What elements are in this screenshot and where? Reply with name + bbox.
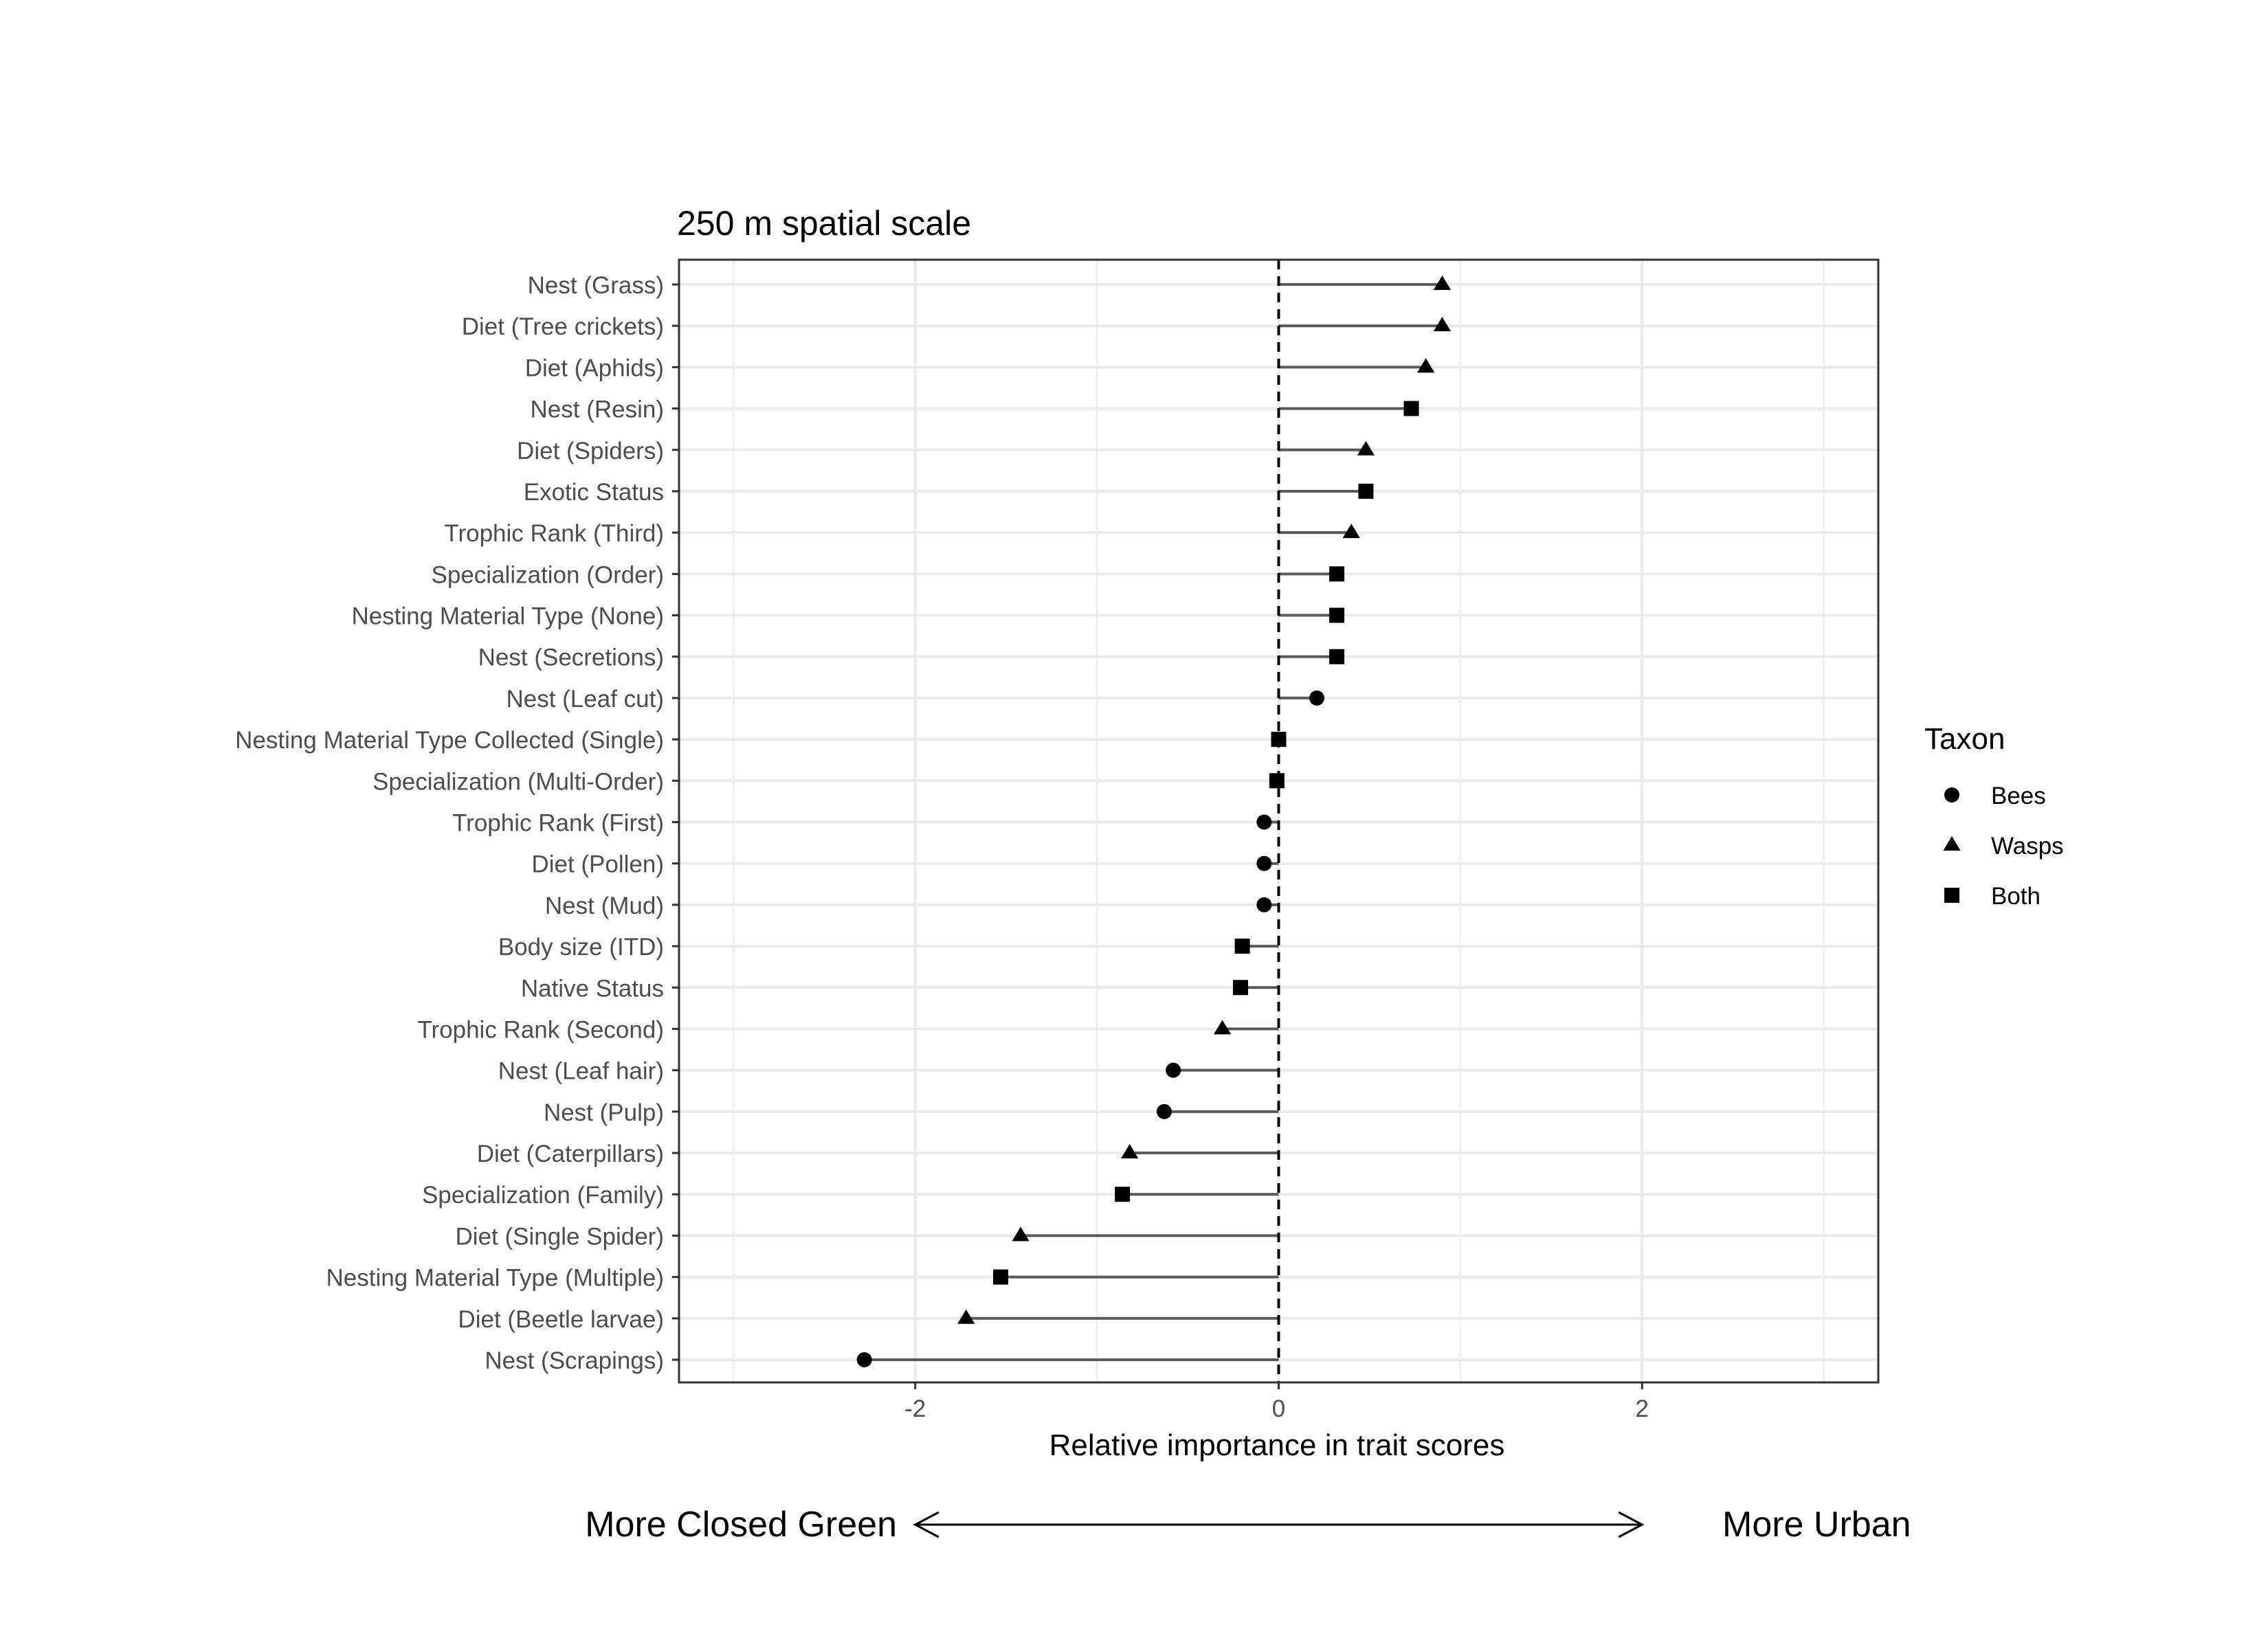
data-point-bees — [1156, 1103, 1172, 1119]
data-point-bees — [1256, 814, 1272, 830]
y-tick-label: Native Status — [521, 975, 664, 1002]
x-tick-label: -2 — [904, 1395, 926, 1422]
data-point-bees — [1256, 855, 1272, 871]
y-tick-label: Nest (Leaf cut) — [506, 686, 664, 713]
data-point-both — [1358, 483, 1374, 499]
y-tick-label: Diet (Single Spider) — [456, 1223, 664, 1250]
arrow-head-right — [1618, 1511, 1645, 1538]
data-point-bees — [856, 1352, 872, 1367]
y-tick-label: Exotic Status — [524, 479, 664, 506]
direction-annotation: More Closed Green More Urban — [585, 1505, 1911, 1545]
data-point-wasps — [1433, 276, 1452, 290]
y-tick-label: Nest (Mud) — [545, 893, 664, 919]
y-tick-label: Nesting Material Type (None) — [351, 603, 664, 630]
data-point-bees — [1309, 690, 1325, 706]
data-point-both — [1232, 980, 1248, 996]
y-tick-label: Body size (ITD) — [498, 934, 664, 961]
data-point-bees — [1166, 1062, 1181, 1078]
y-tick-label: Nest (Resin) — [531, 396, 664, 423]
direction-arrow — [913, 1511, 1645, 1538]
lollipop-points — [856, 276, 1452, 1367]
legend-key-wasps — [1943, 836, 1961, 851]
y-tick-label: Specialization (Family) — [422, 1182, 664, 1209]
data-point-wasps — [1012, 1226, 1030, 1242]
y-tick-label: Specialization (Multi-Order) — [373, 768, 664, 795]
y-tick-label: Trophic Rank (First) — [452, 810, 664, 837]
data-point-both — [1329, 566, 1345, 582]
data-point-wasps — [1357, 440, 1375, 456]
data-point-both — [1329, 649, 1345, 664]
data-point-both — [1329, 607, 1345, 623]
data-point-wasps — [1417, 358, 1435, 373]
legend-label: Bees — [1991, 783, 2046, 809]
y-tick-label: Diet (Beetle larvae) — [458, 1306, 664, 1333]
y-tick-label: Nest (Pulp) — [544, 1099, 664, 1126]
legend-key-bees — [1944, 787, 1959, 803]
data-point-bees — [1256, 897, 1272, 912]
legend-key-both — [1944, 888, 1959, 903]
y-tick-label: Diet (Pollen) — [531, 851, 664, 878]
direction-left-label: More Closed Green — [585, 1505, 897, 1545]
x-axis: -2 0 2 — [904, 1382, 1649, 1422]
x-tick-label: 0 — [1272, 1395, 1285, 1422]
y-tick-label: Trophic Rank (Third) — [444, 520, 664, 547]
data-point-wasps — [1121, 1144, 1139, 1158]
data-point-wasps — [1433, 317, 1452, 332]
data-point-both — [1403, 401, 1419, 416]
y-tick-label: Specialization (Order) — [432, 561, 664, 588]
x-axis-title: Relative importance in trait scores — [1049, 1428, 1505, 1462]
legend: Taxon Bees Wasps Both — [1924, 722, 2064, 910]
direction-right-label: More Urban — [1722, 1505, 1911, 1545]
y-tick-label: Nesting Material Type (Multiple) — [326, 1265, 665, 1292]
arrow-head-left — [913, 1511, 940, 1538]
chart-title: 250 m spatial scale — [677, 204, 971, 243]
data-point-wasps — [1342, 524, 1360, 539]
legend-label: Both — [1991, 883, 2041, 910]
data-point-both — [1234, 939, 1250, 954]
data-point-wasps — [957, 1309, 975, 1324]
y-tick-label: Nest (Secretions) — [478, 644, 664, 671]
legend-keys: Bees Wasps Both — [1943, 783, 2064, 910]
y-tick-label: Diet (Caterpillars) — [477, 1141, 664, 1167]
data-point-wasps — [1213, 1020, 1232, 1035]
y-tick-label: Trophic Rank (Second) — [417, 1016, 664, 1043]
y-axis: Nest (Grass) Diet (Tree crickets) Diet (Ap… — [235, 272, 679, 1374]
y-tick-label: Nest (Grass) — [528, 272, 664, 299]
y-tick-label: Nest (Leaf hair) — [498, 1058, 664, 1085]
data-point-both — [1271, 732, 1287, 748]
y-tick-label: Diet (Spiders) — [517, 438, 664, 464]
y-tick-label: Diet (Aphids) — [525, 355, 664, 381]
data-point-both — [1269, 773, 1285, 789]
y-tick-label: Nesting Material Type Collected (Single) — [235, 727, 664, 754]
y-tick-label: Nest (Scrapings) — [485, 1347, 664, 1374]
legend-title: Taxon — [1924, 722, 2005, 756]
data-point-both — [992, 1269, 1008, 1285]
legend-label: Wasps — [1991, 833, 2064, 860]
data-point-both — [1115, 1187, 1131, 1202]
y-tick-label: Diet (Tree crickets) — [462, 313, 664, 340]
x-tick-label: 2 — [1636, 1395, 1649, 1422]
